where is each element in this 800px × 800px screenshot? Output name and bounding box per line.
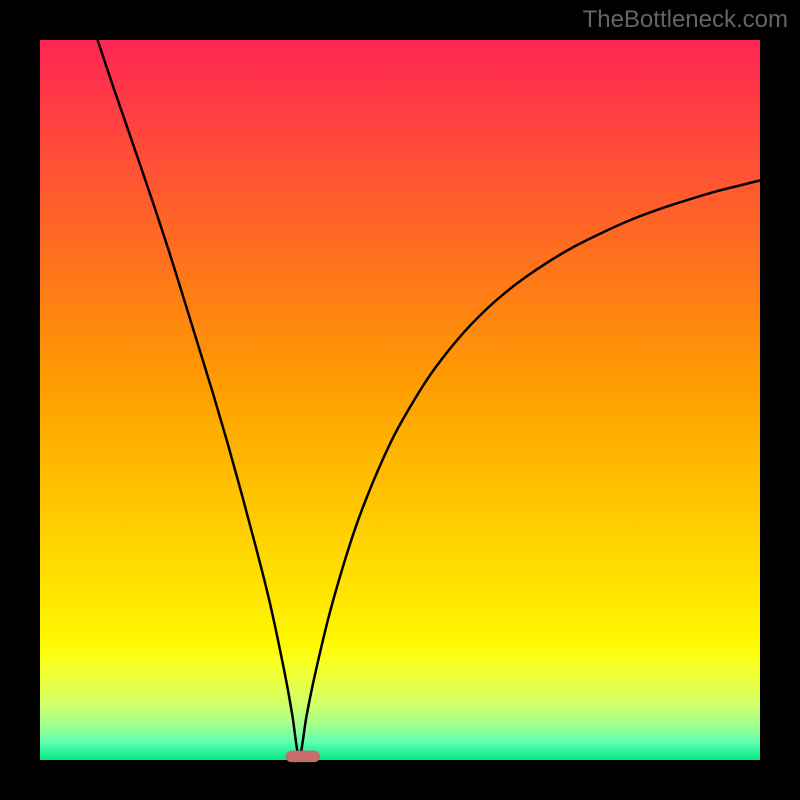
chart-canvas: TheBottleneck.com — [0, 0, 800, 800]
watermark-text: TheBottleneck.com — [583, 6, 788, 34]
minimum-marker — [286, 751, 321, 763]
chart-plot-background — [40, 40, 760, 760]
bottleneck-curve-chart — [0, 0, 800, 800]
